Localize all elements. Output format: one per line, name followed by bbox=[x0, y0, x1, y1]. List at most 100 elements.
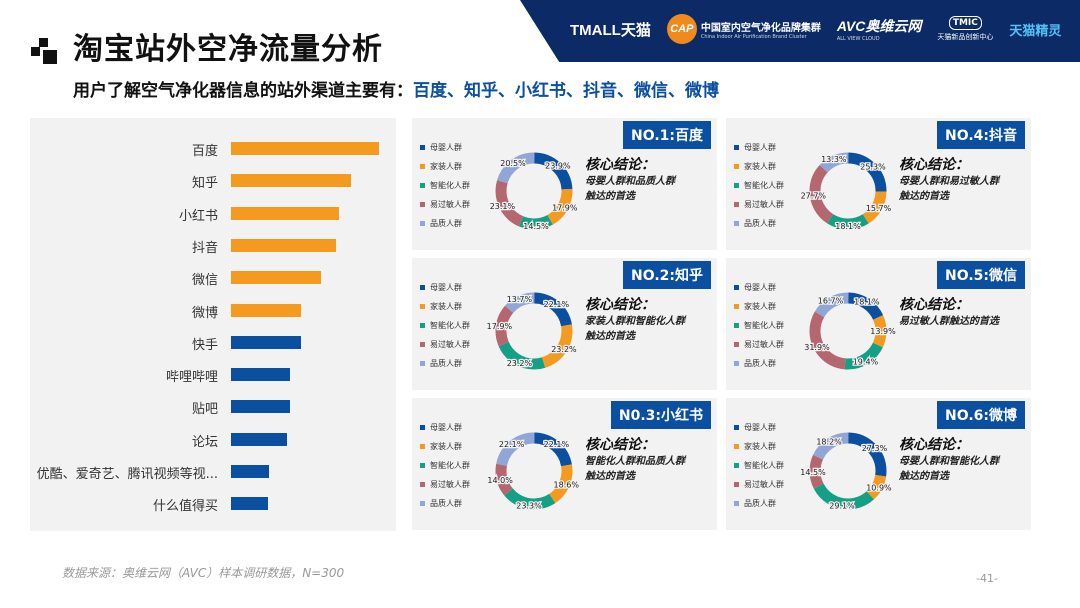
donut-segment bbox=[809, 292, 887, 370]
donut-chart: 23.9% 17.9%14.5% 23.1% 20.5% bbox=[488, 152, 579, 232]
legend-item: 家装人群 bbox=[734, 297, 784, 316]
donut-segment bbox=[495, 432, 573, 510]
bar bbox=[231, 206, 340, 220]
conclusion-title: 核心结论： bbox=[585, 297, 655, 313]
conclusion-text: 母婴人群和智能化人群 bbox=[899, 456, 999, 467]
donut-segment bbox=[809, 432, 887, 510]
donut-segment bbox=[495, 292, 573, 370]
conclusion-text: 易过敏人群触达的首选 bbox=[899, 316, 999, 327]
legend-label: 品质人群 bbox=[430, 219, 462, 228]
legend-swatch bbox=[734, 164, 739, 169]
legend-item: 家装人群 bbox=[420, 437, 470, 456]
legend-label: 易过敏人群 bbox=[430, 200, 470, 209]
bar-label: 论坛 bbox=[191, 434, 218, 450]
conclusion-text: 触达的首选 bbox=[585, 191, 635, 202]
donut-value-label: 14.0% bbox=[487, 476, 513, 485]
channel-rank-tag: NO.6:微博 bbox=[937, 401, 1025, 429]
bar-label: 百度 bbox=[191, 144, 218, 159]
legend-item: 品质人群 bbox=[420, 214, 470, 233]
legend-swatch bbox=[420, 425, 425, 430]
donut-segment bbox=[495, 152, 573, 230]
legend-item: 母婴人群 bbox=[734, 138, 784, 157]
legend-item: 品质人群 bbox=[420, 354, 470, 373]
donut-value-label: 13.7% bbox=[507, 295, 533, 304]
donut-value-label: 18.1% bbox=[854, 298, 880, 307]
legend-item: 易过敏人群 bbox=[734, 335, 784, 354]
legend-swatch bbox=[420, 361, 425, 366]
bar bbox=[231, 432, 288, 446]
legend-label: 家装人群 bbox=[430, 302, 462, 311]
bar-label: 哔哩哔哩 bbox=[165, 370, 218, 386]
legend-label: 家装人群 bbox=[744, 442, 776, 451]
core-conclusion: 核心结论： 母婴人群和易过敏人群 触达的首选 bbox=[899, 154, 999, 204]
legend-item: 易过敏人群 bbox=[420, 475, 470, 494]
legend-label: 智能化人群 bbox=[430, 321, 470, 330]
donut-segment bbox=[809, 292, 887, 370]
conclusion-text: 触达的首选 bbox=[585, 331, 635, 342]
bar bbox=[231, 238, 337, 252]
donut-panel-weibo: NO.6:微博 母婴人群 家装人群 智能化人群 易过敏人群 品质人群 27.3% 10.9% 2… bbox=[726, 398, 1031, 530]
donut-legend: 母婴人群 家装人群 智能化人群 易过敏人群 品质人群 bbox=[420, 138, 470, 233]
cap-logo: CAP 中国室内空气净化品牌集群 China Indoor Air Purifi… bbox=[666, 14, 821, 44]
legend-swatch bbox=[420, 221, 425, 226]
donut-chart: 18.1% 13.9% 19.4% 31.9% 16.7% bbox=[803, 292, 897, 370]
conclusion-title: 核心结论： bbox=[899, 437, 969, 453]
legend-label: 易过敏人群 bbox=[430, 340, 470, 349]
avc-logo: AVC奥维云网 ALL VIEW CLOUD bbox=[836, 18, 922, 42]
legend-item: 易过敏人群 bbox=[420, 195, 470, 214]
bar-label: 优酷、爱奇艺、腾讯视频等视... bbox=[36, 467, 218, 482]
donut-legend: 母婴人群 家装人群 智能化人群 易过敏人群 品质人群 bbox=[420, 418, 470, 513]
conclusion-text: 母婴人群和易过敏人群 bbox=[899, 176, 999, 187]
legend-item: 智能化人群 bbox=[420, 176, 470, 195]
donut-segment bbox=[495, 152, 573, 230]
legend-swatch bbox=[420, 145, 425, 150]
donut-value-label: 14.5% bbox=[523, 222, 549, 231]
bar bbox=[231, 368, 291, 382]
legend-label: 品质人群 bbox=[744, 499, 776, 508]
legend-label: 家装人群 bbox=[744, 162, 776, 171]
legend-swatch bbox=[734, 342, 739, 347]
legend-swatch bbox=[734, 202, 739, 207]
data-source-note: 数据来源：奥维云网（AVC）样本调研数据，N=300 bbox=[62, 566, 345, 580]
donut-legend: 母婴人群 家装人群 智能化人群 易过敏人群 品质人群 bbox=[734, 138, 784, 233]
legend-swatch bbox=[420, 463, 425, 468]
title-mark-icon bbox=[31, 38, 57, 64]
legend-swatch bbox=[420, 285, 425, 290]
legend-item: 母婴人群 bbox=[420, 418, 470, 437]
legend-item: 品质人群 bbox=[734, 354, 784, 373]
donut-segment bbox=[809, 432, 887, 510]
conclusion-text: 智能化人群和品质人群 bbox=[585, 456, 685, 467]
donut-value-label: 18.1% bbox=[835, 222, 861, 231]
legend-swatch bbox=[420, 183, 425, 188]
legend-item: 品质人群 bbox=[734, 214, 784, 233]
legend-item: 母婴人群 bbox=[420, 138, 470, 157]
legend-swatch bbox=[734, 304, 739, 309]
page-number: -41- bbox=[976, 572, 998, 585]
bar bbox=[231, 271, 322, 285]
legend-swatch bbox=[420, 501, 425, 506]
conclusion-text: 触达的首选 bbox=[899, 471, 949, 482]
legend-label: 易过敏人群 bbox=[430, 480, 470, 489]
subtitle-prefix: 用户了解空气净化器信息的站外渠道主要有： bbox=[73, 81, 413, 101]
donut-value-label: 23.9% bbox=[545, 161, 571, 170]
legend-label: 智能化人群 bbox=[744, 181, 784, 190]
donut-value-label: 23.1% bbox=[490, 202, 516, 211]
legend-label: 智能化人群 bbox=[744, 461, 784, 470]
channel-rank-tag: NO.4:抖音 bbox=[937, 121, 1025, 149]
bar bbox=[231, 174, 351, 188]
donut-chart: 22.1% 23.2% 23.2% 17.9% 13.7% bbox=[485, 292, 578, 370]
donut-panel-zhihu: NO.2:知乎 母婴人群 家装人群 智能化人群 易过敏人群 品质人群 22.1% 23.2% 2… bbox=[412, 258, 717, 390]
donut-segment bbox=[495, 432, 573, 510]
legend-swatch bbox=[734, 444, 739, 449]
legend-swatch bbox=[734, 425, 739, 430]
bar-label: 贴吧 bbox=[191, 402, 218, 418]
legend-swatch bbox=[420, 164, 425, 169]
bar-label: 微博 bbox=[191, 305, 218, 321]
tmall-logo: TMALL天猫 bbox=[570, 21, 651, 39]
bar-label: 快手 bbox=[191, 337, 218, 353]
donut-panel-xiaohongshu: N0.3:小红书 母婴人群 家装人群 智能化人群 易过敏人群 品质人群 22.1% 18.6%… bbox=[412, 398, 717, 530]
legend-label: 母婴人群 bbox=[744, 423, 776, 432]
legend-item: 品质人群 bbox=[734, 494, 784, 513]
donut-segment bbox=[495, 432, 573, 510]
donut-chart: 25.3% 15.7% 18.1% 27.7% 13.3% bbox=[799, 152, 893, 232]
